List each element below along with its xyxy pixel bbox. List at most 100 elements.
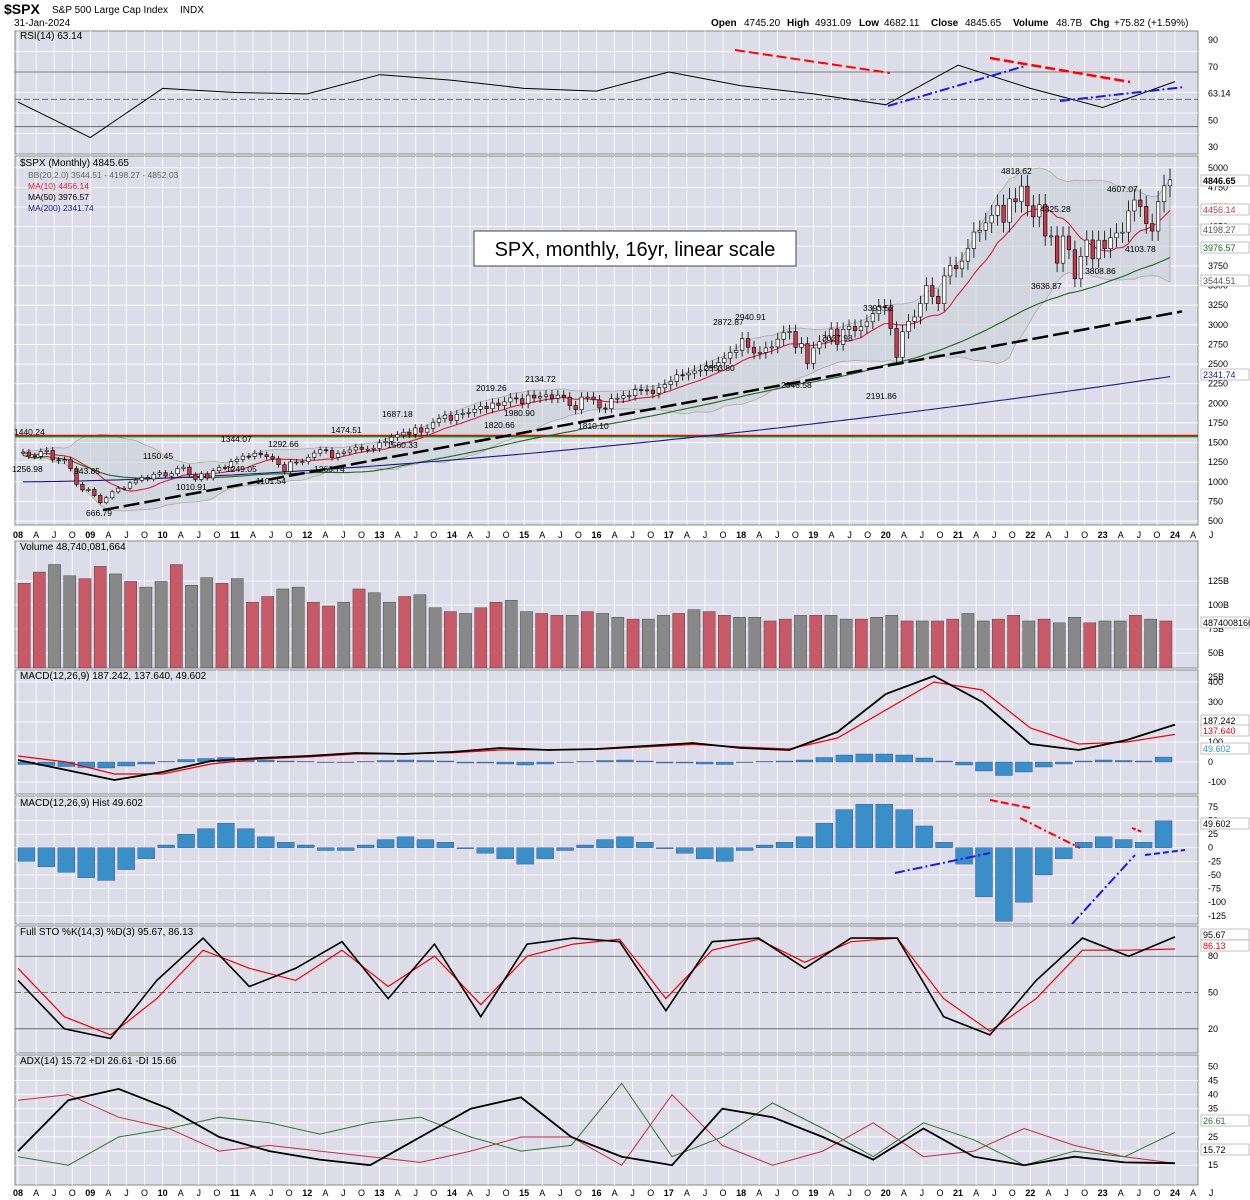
hist-tick-label: -100 [1208, 897, 1226, 907]
x-axis-label-bottom: 21 [953, 1188, 963, 1198]
x-axis-label-bottom: O [503, 1188, 510, 1198]
hist-bar [656, 847, 674, 849]
candle [211, 470, 216, 479]
macd-hist-bar [975, 761, 993, 772]
candle [740, 338, 745, 351]
hist-bar [536, 847, 554, 859]
candle [532, 394, 537, 399]
axis-value-box [1200, 817, 1250, 830]
candle [240, 455, 245, 460]
x-axis-label-bottom: A [395, 1188, 401, 1198]
x-axis-label-bottom: 12 [302, 1188, 312, 1198]
candle [478, 406, 483, 410]
axis-value-box [1200, 616, 1250, 629]
x-axis-label: 22 [1025, 530, 1035, 540]
x-axis-label: A [612, 530, 618, 540]
volume-bar [885, 615, 899, 669]
candle [1037, 204, 1042, 218]
volume-bar [200, 577, 214, 669]
macd-hist-bar [656, 761, 674, 764]
candle [644, 389, 650, 392]
candle [1156, 201, 1161, 232]
volume-bar [611, 617, 625, 669]
hist-bar [556, 847, 574, 851]
chg-value: +75.82 (+1.59%) [1114, 18, 1189, 29]
x-axis-label: O [647, 530, 654, 540]
x-axis-label: O [503, 530, 510, 540]
candle [835, 328, 840, 345]
hist-bar [237, 828, 255, 848]
macd-hist-bar [775, 760, 794, 763]
axis-value-box [1200, 724, 1250, 737]
hist-bar [277, 842, 295, 848]
x-axis-label: O [1009, 530, 1016, 540]
candle [627, 395, 632, 397]
macd-hist-bar [835, 754, 853, 763]
x-axis-label-bottom: A [322, 1188, 328, 1198]
volume-bar [459, 613, 472, 669]
candle [912, 316, 917, 322]
hist-bar [955, 847, 973, 865]
axis-value-box [1200, 742, 1250, 755]
candle [757, 352, 763, 354]
volume-bar [337, 601, 351, 669]
x-axis-label-bottom: A [467, 1188, 473, 1198]
ma10-legend: MA(10) 4456.14 [28, 181, 89, 191]
candle [258, 452, 263, 456]
x-axis-label: 09 [85, 530, 95, 540]
volume-bar [444, 611, 457, 669]
candle [1078, 256, 1083, 280]
x-axis-label-bottom: O [575, 1188, 582, 1198]
volume-bar [322, 605, 335, 669]
x-axis-label-bottom: 14 [447, 1188, 457, 1198]
axis-value-label: 4456.14 [1203, 205, 1236, 215]
hist-bar [775, 842, 794, 848]
exchange: INDX [180, 5, 204, 16]
adx-tick-label: 25 [1208, 1132, 1218, 1142]
volume-bar [185, 585, 198, 669]
macd-hist-bar [795, 759, 814, 763]
price-annotation: 1560.33 [387, 440, 418, 450]
x-axis-label: O [792, 530, 799, 540]
x-axis-label: A [33, 530, 39, 540]
candle [983, 222, 988, 231]
candle [591, 396, 596, 401]
x-axis-label-bottom: J [124, 1188, 129, 1198]
hist-bar [137, 847, 155, 859]
x-axis-label: O [213, 530, 220, 540]
adx-panel-bg [14, 1054, 1199, 1186]
hist-bar [1015, 847, 1033, 903]
candle [1132, 199, 1137, 212]
volume-bar [657, 615, 670, 669]
axis-value-box [1200, 1143, 1250, 1156]
x-axis-label-bottom: A [178, 1188, 184, 1198]
volume-bar [246, 601, 259, 669]
candle [74, 468, 79, 485]
hist-tick-label: 25 [1208, 829, 1218, 839]
candle [650, 389, 656, 394]
price-tick-label: 3250 [1208, 300, 1228, 310]
hist-axis-label: 49.602 [1203, 819, 1231, 829]
sto-legend: Full STO %K(14,3) %D(3) 95.67, 86.13 [20, 927, 194, 938]
x-axis-label: 18 [736, 530, 746, 540]
open-value: 4745.20 [744, 18, 781, 29]
price-annotation: 1440.24 [14, 427, 45, 437]
candle [597, 399, 602, 409]
macd-hist-bar [1115, 760, 1133, 763]
candle [745, 338, 751, 348]
hist-bar [596, 839, 614, 848]
candle [894, 328, 899, 358]
axis-value-box [1200, 368, 1250, 381]
axis-value-label: 2341.74 [1203, 370, 1236, 380]
candle [282, 464, 287, 472]
candle [787, 331, 792, 333]
candle [318, 449, 323, 454]
candle [80, 484, 85, 491]
volume-bar [170, 564, 183, 669]
x-axis-label-bottom: O [430, 1188, 437, 1198]
candle [888, 306, 893, 329]
x-axis-label: J [847, 530, 852, 540]
candle [609, 398, 614, 409]
x-axis-label: 19 [808, 530, 818, 540]
price-annotation: 666.79 [86, 508, 112, 518]
